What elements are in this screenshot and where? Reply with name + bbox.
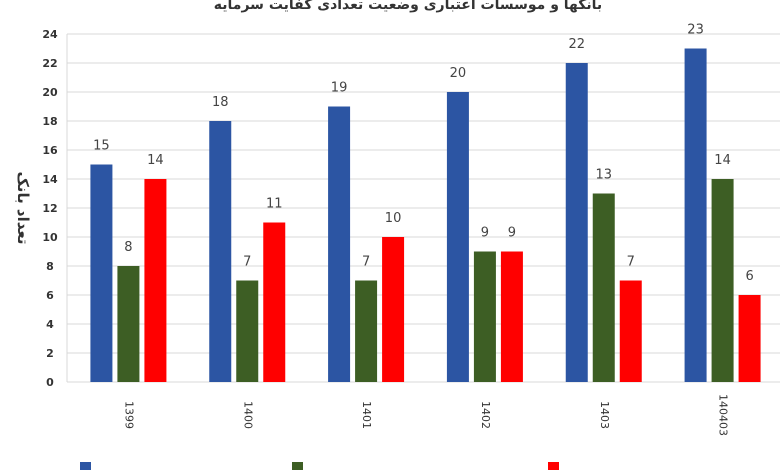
data-label: 18	[212, 95, 229, 110]
data-label: 7	[362, 255, 370, 270]
x-tick-label: 1402	[479, 401, 492, 429]
x-tick-label: 1400	[241, 401, 254, 429]
bar	[446, 92, 469, 382]
y-tick-label: 24	[42, 28, 58, 41]
data-label: 7	[627, 255, 635, 270]
data-label: 11	[266, 197, 283, 212]
bar	[473, 251, 496, 382]
chart-title: بانکها و موسسات اعتباری وضعیت تعدادی کفا…	[214, 0, 602, 13]
y-tick-label: 2	[46, 347, 54, 360]
data-label: 22	[568, 37, 585, 52]
y-tick-label: 8	[46, 260, 54, 273]
data-label: 10	[385, 211, 402, 226]
bar	[144, 179, 167, 382]
y-tick-label: 20	[42, 86, 58, 99]
bar	[117, 266, 140, 382]
bar	[592, 193, 615, 382]
bar	[565, 63, 588, 382]
y-tick-label: 6	[46, 289, 54, 302]
bar	[711, 179, 734, 382]
bars-layer	[90, 48, 761, 382]
bar	[209, 121, 232, 382]
data-label: 13	[595, 168, 612, 183]
legend-swatch	[292, 462, 303, 470]
grid-layer	[66, 33, 780, 383]
data-label: 14	[147, 153, 164, 168]
y-tick-label: 0	[46, 376, 54, 389]
y-tick-label: 14	[42, 173, 58, 186]
legend-swatch	[548, 462, 559, 470]
y-axis-label: تعداد بانک	[14, 171, 32, 244]
bar	[500, 251, 523, 382]
data-label: 9	[508, 226, 516, 241]
bar	[684, 48, 707, 382]
data-label: 14	[714, 153, 731, 168]
legend	[80, 462, 559, 470]
legend-swatch	[80, 462, 91, 470]
bar	[90, 164, 113, 382]
x-tick-label: 140403	[717, 394, 730, 436]
x-tick-label: 1401	[360, 401, 373, 429]
y-tick-label: 10	[42, 231, 58, 244]
x-tick-label: 1399	[122, 401, 135, 429]
data-label: 8	[124, 240, 132, 255]
y-tick-label: 18	[42, 115, 57, 128]
bar	[328, 106, 351, 382]
y-tick-label: 4	[46, 318, 54, 331]
data-label: 19	[331, 81, 348, 96]
y-tick-label: 12	[42, 202, 57, 215]
bar	[382, 237, 405, 382]
bar	[263, 222, 286, 382]
data-labels-layer: 15 8 14 18 7 11 19 7 10 20 9 9 22 13 7 23 14 6	[93, 23, 754, 285]
bar	[355, 280, 378, 382]
bar	[236, 280, 259, 382]
bar	[619, 280, 642, 382]
data-label: 23	[687, 23, 704, 38]
data-label: 6	[745, 269, 753, 284]
y-tick-label: 22	[42, 57, 57, 70]
y-tick-label: 16	[42, 144, 58, 157]
data-label: 15	[93, 139, 110, 154]
x-tick-label: 1403	[598, 401, 611, 429]
data-label: 9	[481, 226, 489, 241]
bar	[738, 295, 761, 382]
data-label: 7	[243, 255, 251, 270]
data-label: 20	[450, 66, 467, 81]
